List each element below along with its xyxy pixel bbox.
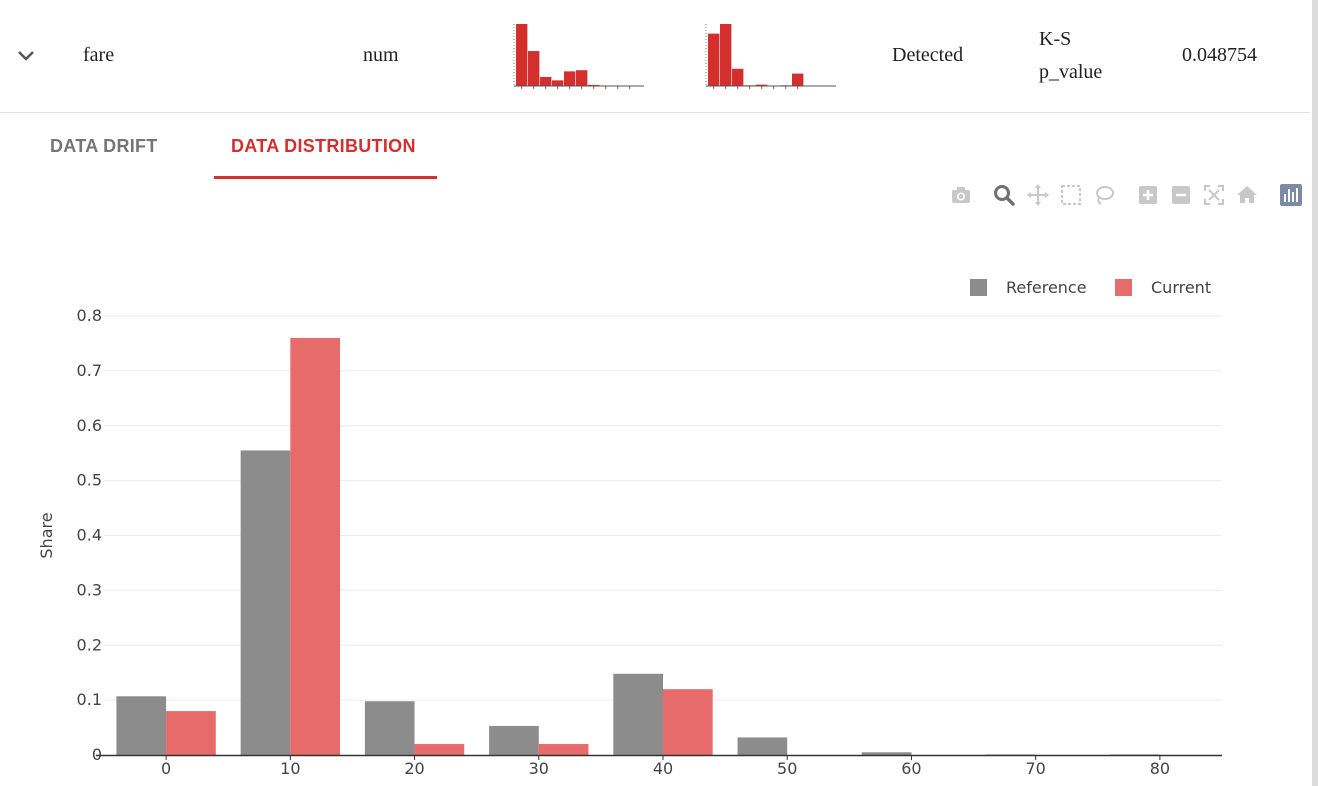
drift-status: Detected: [892, 44, 964, 66]
reference-bar[interactable]: [737, 737, 788, 755]
y-axis-label: Share: [37, 512, 56, 558]
lasso-icon[interactable]: [1091, 182, 1117, 208]
x-tick-label: 30: [529, 759, 549, 778]
reference-bar[interactable]: [489, 725, 539, 755]
tab-bar: DATA DRIFT DATA DISTRIBUTION: [0, 112, 1310, 182]
pan-icon[interactable]: [1025, 182, 1051, 208]
legend-swatch-current[interactable]: [1115, 279, 1132, 296]
reference-bar[interactable]: [116, 696, 167, 755]
reference-distribution-sparkline: [513, 24, 644, 89]
drift-score: 0.048754: [1182, 44, 1257, 66]
x-tick-label: 80: [1150, 759, 1170, 778]
x-tick-label: 10: [280, 759, 300, 778]
chevron-down-icon[interactable]: [16, 46, 36, 66]
x-tick-label: 0: [161, 759, 171, 778]
reference-bar[interactable]: [861, 752, 912, 755]
reference-bar[interactable]: [240, 450, 291, 755]
legend-label-current[interactable]: Current: [1151, 278, 1211, 297]
reference-sparkline-bar: [528, 51, 540, 86]
legend-swatch-reference[interactable]: [970, 279, 987, 296]
camera-icon[interactable]: [948, 182, 974, 208]
stattest-name: K-S: [1039, 28, 1072, 50]
reference-sparkline-bar: [564, 71, 576, 86]
y-tick-label: 0.1: [77, 690, 102, 709]
plotly-logo-icon[interactable]: [1278, 182, 1304, 208]
current-bar[interactable]: [663, 689, 713, 755]
feature-name: fare: [83, 44, 115, 66]
reference-sparkline-bar: [540, 76, 552, 86]
zoom-icon[interactable]: [991, 182, 1017, 208]
y-tick-label: 0.8: [77, 306, 102, 325]
y-tick-label: 0: [92, 745, 102, 764]
reference-bar[interactable]: [613, 673, 663, 755]
tab-data-distribution[interactable]: DATA DISTRIBUTION: [231, 136, 416, 156]
current-sparkline-bar: [720, 24, 732, 86]
x-tick-label: 40: [653, 759, 673, 778]
x-tick-label: 60: [901, 759, 921, 778]
current-sparkline-bar: [792, 73, 804, 86]
reference-bar[interactable]: [985, 754, 1036, 755]
box-select-icon[interactable]: [1058, 182, 1084, 208]
current-bar[interactable]: [166, 711, 216, 755]
x-tick-label: 50: [777, 759, 797, 778]
y-tick-label: 0.2: [77, 635, 102, 654]
scrollbar[interactable]: [1312, 0, 1318, 786]
reference-sparkline-bar: [552, 80, 564, 86]
reference-sparkline-bar: [516, 24, 528, 86]
reference-sparkline-bar: [588, 84, 600, 86]
zoom-in-icon[interactable]: [1135, 182, 1161, 208]
reset-axes-icon[interactable]: [1234, 182, 1260, 208]
reference-sparkline-bar: [576, 70, 588, 86]
current-sparkline-bar: [756, 84, 768, 86]
reference-bar[interactable]: [364, 701, 415, 755]
stattest-metric: p_value: [1039, 61, 1103, 83]
current-sparkline-bar: [732, 68, 744, 86]
y-tick-label: 0.6: [77, 416, 102, 435]
current-bar[interactable]: [538, 744, 589, 755]
active-tab-indicator: [214, 176, 437, 179]
y-tick-label: 0.7: [77, 361, 102, 380]
distribution-chart: 0 0.1 0.2 0.3 0.4 0.5 0.6 0.7 0.8 Share 0 10 20 30 40 5…: [37, 278, 1222, 778]
reference-bar[interactable]: [1110, 754, 1160, 755]
zoom-out-icon[interactable]: [1168, 182, 1194, 208]
x-tick-label: 20: [404, 759, 424, 778]
feature-row: fare num Detected K-S p_value 0.048754: [0, 0, 1310, 113]
x-tick-label: 70: [1025, 759, 1045, 778]
y-tick-label: 0.5: [77, 471, 102, 490]
legend-label-reference[interactable]: Reference: [1006, 278, 1087, 297]
current-bar[interactable]: [290, 337, 341, 755]
current-distribution-sparkline: [705, 24, 836, 89]
tab-data-drift[interactable]: DATA DRIFT: [50, 136, 158, 156]
y-tick-label: 0.3: [77, 580, 102, 599]
current-sparkline-bar: [708, 33, 720, 86]
autoscale-icon[interactable]: [1201, 182, 1227, 208]
feature-type: num: [363, 44, 399, 66]
y-tick-label: 0.4: [77, 526, 102, 545]
current-bar[interactable]: [414, 744, 465, 755]
